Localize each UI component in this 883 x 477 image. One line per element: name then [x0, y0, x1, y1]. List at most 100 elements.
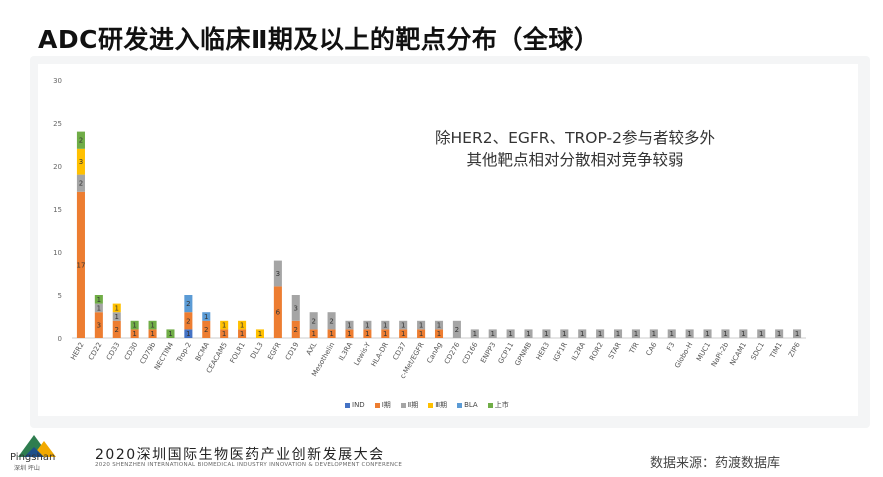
- legend-swatch: [487, 402, 493, 408]
- bar-data-label: 1: [115, 313, 119, 321]
- y-tick-label: 20: [53, 163, 62, 171]
- y-tick-label: 25: [53, 120, 62, 128]
- bar-segment: [757, 329, 766, 338]
- bar-data-label: 1: [669, 330, 673, 338]
- bar-data-label: 1: [401, 330, 405, 338]
- bar-segment: [452, 320, 461, 338]
- bar-segment: [399, 320, 408, 330]
- bar-data-label: 1: [365, 330, 369, 338]
- bar-data-label: 1: [419, 330, 423, 338]
- bar-segment: [76, 174, 85, 192]
- bar-data-label: 1: [222, 322, 226, 330]
- y-tick-label: 0: [58, 335, 62, 343]
- bar-segment: [273, 260, 282, 287]
- bar-segment: [613, 329, 623, 338]
- bar-segment: [381, 329, 390, 338]
- bar-segment: [667, 329, 676, 338]
- chart-annotation: 除HER2、EGFR、TROP-2参与者较多外 其他靶点相对分散相对竞争较弱: [420, 127, 730, 171]
- bar-segment: [238, 320, 247, 330]
- bar-data-label: 1: [437, 330, 441, 338]
- bar-data-label: 1: [490, 330, 494, 338]
- bar-data-label: 1: [795, 330, 799, 338]
- bar-data-label: 1: [634, 330, 638, 338]
- bar-segment: [417, 329, 426, 338]
- bar-segment: [166, 329, 175, 338]
- bar-segment: [94, 312, 103, 338]
- bar-segment: [596, 329, 605, 338]
- y-tick-label: 30: [53, 77, 62, 85]
- bar-segment: [184, 312, 193, 330]
- bar-data-label: 1: [258, 330, 262, 338]
- bar-segment: [112, 320, 121, 338]
- bar-segment: [94, 303, 103, 313]
- bar-data-label: 1: [132, 322, 136, 330]
- bar-data-label: 1: [329, 330, 333, 338]
- bar-data-label: 2: [186, 300, 190, 308]
- bar-segment: [309, 329, 318, 338]
- bar-segment: [184, 329, 193, 338]
- bar-segment: [703, 329, 712, 338]
- bar-segment: [184, 295, 193, 313]
- bar-data-label: 3: [276, 270, 280, 278]
- bar-data-label: 1: [115, 304, 119, 312]
- legend-label: BLA: [464, 401, 478, 409]
- bar-segment: [560, 329, 569, 338]
- legend-item: 上市: [487, 400, 509, 410]
- bar-data-label: 1: [562, 330, 566, 338]
- bar-segment: [434, 329, 444, 338]
- bar-segment: [148, 329, 157, 338]
- legend-swatch: [374, 402, 380, 408]
- bar-data-label: 1: [508, 330, 512, 338]
- bar-data-label: 2: [115, 326, 119, 334]
- bar-data-label: 1: [150, 322, 154, 330]
- bar-data-label: 1: [741, 330, 745, 338]
- bar-segment: [327, 312, 336, 330]
- bar-segment: [399, 329, 408, 338]
- bar-segment: [76, 148, 85, 175]
- bar-data-label: 1: [347, 330, 351, 338]
- bar-data-label: 1: [419, 322, 423, 330]
- x-category-label: F3: [665, 341, 676, 352]
- bar-data-label: 1: [383, 322, 387, 330]
- bar-data-label: 1: [347, 322, 351, 330]
- bar-segment: [220, 320, 229, 330]
- bar-data-label: 1: [168, 330, 172, 338]
- legend-label: Ⅲ期: [435, 401, 448, 409]
- bar-data-label: 2: [186, 317, 190, 325]
- bar-segment: [739, 329, 748, 338]
- bar-segment: [112, 312, 121, 321]
- data-source: 数据来源：药渡数据库: [650, 456, 781, 471]
- legend-item: Ⅱ期: [400, 400, 419, 410]
- bar-segment: [112, 303, 121, 313]
- bar-data-label: 3: [294, 304, 298, 312]
- bar-segment: [793, 329, 802, 338]
- bar-segment: [417, 320, 426, 330]
- legend-swatch: [457, 402, 463, 408]
- bar-data-label: 1: [580, 330, 584, 338]
- footer-logo-subtext: 深圳 坪山: [14, 465, 40, 472]
- bar-segment: [76, 191, 85, 338]
- bar-data-label: 1: [150, 330, 154, 338]
- bar-data-label: 2: [79, 180, 83, 188]
- legend-label: Ⅰ期: [381, 401, 391, 409]
- legend-item: Ⅰ期: [374, 400, 391, 410]
- bar-segment: [202, 312, 211, 321]
- plot-area: [38, 64, 858, 416]
- legend-swatch: [400, 402, 406, 408]
- bar-data-label: 2: [204, 326, 208, 334]
- bar-data-label: 1: [652, 330, 656, 338]
- legend-label: Ⅱ期: [407, 401, 419, 409]
- bar-data-label: 2: [329, 317, 333, 325]
- bar-segment: [506, 329, 515, 338]
- bar-segment: [76, 131, 85, 149]
- legend-swatch: [428, 402, 434, 408]
- bar-segment: [524, 329, 533, 338]
- bar-data-label: 1: [705, 330, 709, 338]
- bar-segment: [649, 329, 658, 338]
- bar-data-label: 1: [97, 296, 101, 304]
- bar-segment: [345, 320, 354, 330]
- bar-data-label: 3: [79, 158, 83, 166]
- bar-segment: [721, 329, 730, 338]
- bar-segment: [775, 329, 784, 338]
